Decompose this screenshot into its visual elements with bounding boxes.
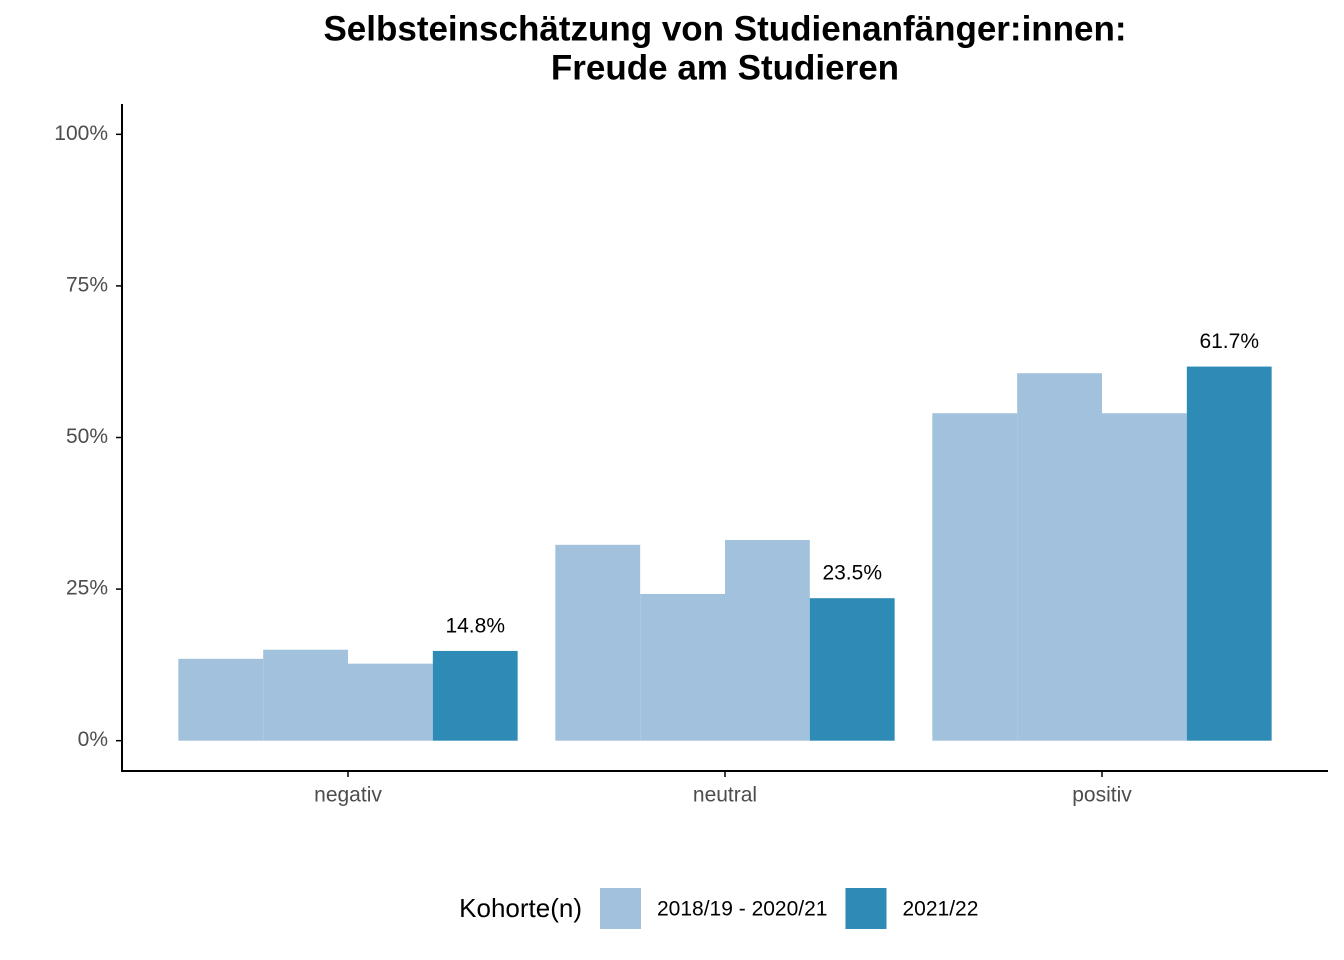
value-label: 23.5% — [822, 562, 882, 585]
y-tick-label: 0% — [78, 728, 108, 751]
x-tick-label: negativ — [314, 784, 382, 807]
y-tick-label: 75% — [66, 273, 108, 296]
value-label: 14.8% — [445, 614, 505, 637]
bar — [1186, 366, 1272, 741]
bar — [725, 539, 810, 741]
bar — [178, 658, 264, 741]
chart-title: Freude am Studieren — [551, 48, 899, 87]
x-tick-label: neutral — [693, 784, 757, 807]
y-tick-label: 50% — [66, 425, 108, 448]
bar — [809, 598, 895, 741]
bar — [932, 413, 1018, 741]
bar — [640, 593, 725, 741]
x-tick-label: positiv — [1072, 784, 1132, 807]
bar — [555, 544, 641, 741]
y-tick-label: 100% — [54, 122, 108, 145]
y-tick-label: 25% — [66, 577, 108, 600]
value-label: 61.7% — [1199, 330, 1259, 353]
legend-swatch — [600, 888, 641, 929]
legend-title: Kohorte(n) — [459, 893, 582, 923]
bar — [1017, 373, 1102, 741]
legend-label: 2021/22 — [902, 898, 978, 921]
bar — [348, 663, 433, 741]
bar — [432, 650, 518, 741]
legend-swatch — [845, 888, 887, 929]
legend-label: 2018/19 - 2020/21 — [657, 898, 827, 921]
bar — [1102, 413, 1187, 741]
chart-title: Selbsteinschätzung von Studienanfänger:i… — [323, 9, 1126, 48]
bar — [263, 649, 348, 741]
